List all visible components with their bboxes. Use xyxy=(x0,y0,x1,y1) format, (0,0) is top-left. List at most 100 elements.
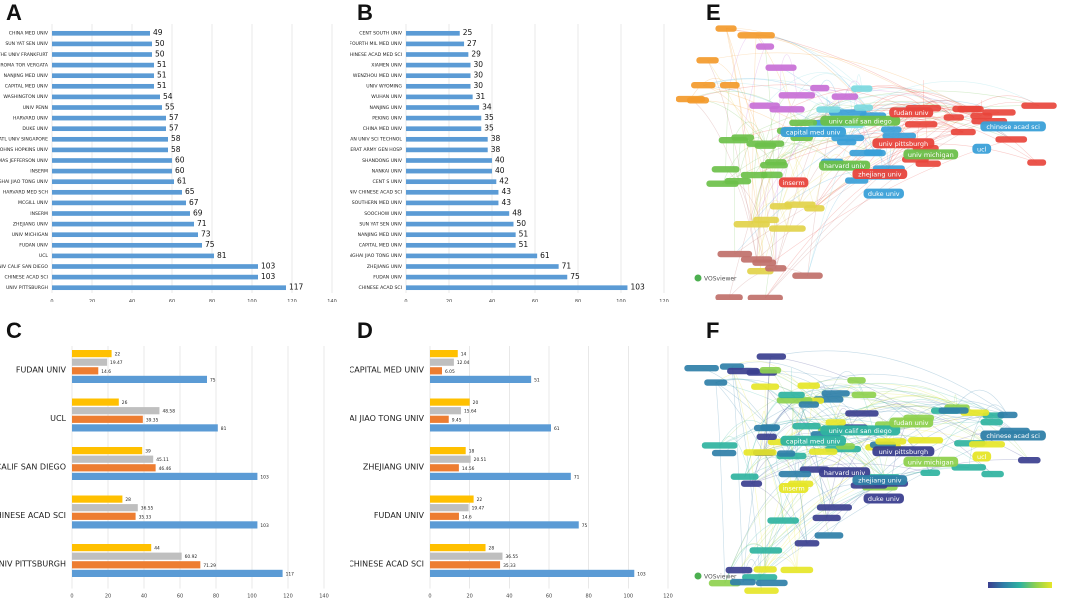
data-label: 51 xyxy=(534,377,540,383)
data-label: 39 xyxy=(145,449,151,455)
network-node xyxy=(778,391,805,399)
chart-c-metrics-global: 0 20 40 60 80 100 120 140 FUDAN UNIV 22 19.47 14.6 7… xyxy=(0,346,329,600)
category-label: SHANDONG UNIV xyxy=(362,158,403,164)
network-link xyxy=(703,78,848,113)
network-node-label: univ michigan xyxy=(908,458,954,466)
category-label: CHINESE ACAD MED SCI xyxy=(350,52,402,58)
network-link xyxy=(765,472,931,551)
data-label: 22 xyxy=(477,497,483,503)
network-node-label: zhejiang univ xyxy=(858,477,901,485)
network-node xyxy=(904,121,938,128)
network-link xyxy=(794,392,988,445)
network-node xyxy=(765,64,797,71)
data-label: 60 xyxy=(175,166,185,175)
network-link xyxy=(724,543,767,584)
data-label: 61 xyxy=(540,251,550,260)
network-node xyxy=(769,225,806,232)
data-label: 58 xyxy=(171,134,181,143)
network-node xyxy=(691,82,716,89)
network-node xyxy=(825,419,846,426)
x-tick-label: 100 xyxy=(616,299,626,302)
data-label: 29 xyxy=(471,49,481,58)
network-node xyxy=(980,418,1003,426)
network-node xyxy=(820,425,901,436)
bar xyxy=(406,136,488,142)
data-label: 35.33 xyxy=(503,563,516,569)
category-label: MCGILL UNIV xyxy=(18,200,49,206)
network-node-label: univ calif san diego xyxy=(829,117,892,125)
bar xyxy=(52,242,202,248)
category-label: FUDAN UNIV xyxy=(16,366,67,375)
network-node-label: duke univ xyxy=(868,190,900,198)
category-label: CAPITAL MED UNIV xyxy=(350,366,425,375)
network-link xyxy=(771,174,777,269)
network-node xyxy=(997,411,1018,419)
category-label: PEKING UNIV xyxy=(372,115,403,121)
bar-1 xyxy=(72,504,138,512)
bar xyxy=(406,158,492,163)
category-label: NANJING MED UNIV xyxy=(4,73,49,79)
network-link xyxy=(742,90,1040,138)
network-link xyxy=(719,436,752,484)
x-tick-label: 0 xyxy=(428,594,431,600)
network-node xyxy=(903,149,959,160)
data-label: 27 xyxy=(467,39,477,48)
bar-0 xyxy=(430,350,458,358)
data-label: 36.55 xyxy=(505,554,518,560)
category-label: UNIV PITTSBURGH xyxy=(0,560,66,569)
network-link xyxy=(724,543,767,584)
network-link xyxy=(764,556,798,571)
bar-1 xyxy=(430,455,471,463)
x-tick-label: 20 xyxy=(446,299,452,302)
data-label: 48 xyxy=(512,208,522,217)
network-node xyxy=(812,514,841,522)
data-label: 103 xyxy=(630,283,645,292)
network-node xyxy=(821,390,850,397)
network-node xyxy=(776,450,796,457)
bar-3 xyxy=(72,521,258,529)
category-label: CHINA MED UNIV xyxy=(9,31,49,37)
network-node-label: capital med univ xyxy=(786,129,840,137)
data-label: 14.56 xyxy=(462,466,475,472)
bar xyxy=(406,274,568,280)
network-node xyxy=(749,547,783,554)
network-node xyxy=(751,383,780,390)
network-node-label: inserm xyxy=(782,485,804,493)
bar-3 xyxy=(430,472,571,480)
network-node xyxy=(847,377,866,384)
network-node xyxy=(818,160,871,171)
vosviewer-logo: VOSviewer xyxy=(704,574,737,581)
panel-label-c: C xyxy=(6,318,22,343)
data-label: 38 xyxy=(491,134,501,143)
panel-label-d: D xyxy=(357,318,373,343)
bar-2 xyxy=(430,464,459,472)
category-label: UNIV CHINESE ACAD SCI xyxy=(350,190,402,196)
bar-3 xyxy=(430,521,579,529)
bar xyxy=(52,200,186,206)
data-label: 30 xyxy=(474,71,484,80)
data-label: 38 xyxy=(491,145,501,154)
network-node xyxy=(816,106,841,113)
network-node xyxy=(814,532,844,539)
x-tick-label: 100 xyxy=(247,594,257,600)
bar-0 xyxy=(72,447,143,455)
data-label: 51 xyxy=(519,240,529,249)
network-link xyxy=(846,94,924,143)
network-link xyxy=(725,28,752,225)
x-tick-label: 0 xyxy=(404,299,407,302)
bar-1 xyxy=(430,504,469,512)
data-label: 34 xyxy=(482,102,492,111)
data-label: 51 xyxy=(157,81,167,90)
bar-2 xyxy=(72,512,136,520)
network-link xyxy=(770,369,1015,432)
network-link xyxy=(884,399,946,425)
category-label: DUKE UNIV xyxy=(22,126,48,132)
network-link xyxy=(753,130,766,176)
x-tick-label: 20 xyxy=(466,594,472,600)
network-link xyxy=(791,387,975,413)
network-node xyxy=(755,43,775,50)
category-label: 3 LIBERAT ARMY GEN HOSP xyxy=(350,147,402,153)
data-label: 35 xyxy=(484,113,494,122)
data-label: 6.05 xyxy=(445,369,455,375)
bar xyxy=(52,73,154,79)
